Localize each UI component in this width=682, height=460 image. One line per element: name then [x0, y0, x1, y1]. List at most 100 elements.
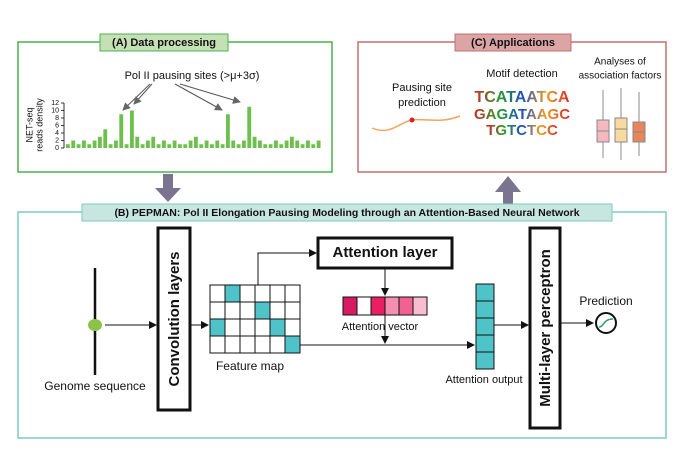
panel-a-title-box — [99, 33, 229, 52]
bar — [167, 144, 172, 148]
feature-cell — [209, 335, 226, 354]
feature-cell — [254, 318, 271, 337]
bar — [204, 140, 209, 148]
feature-cell — [284, 318, 301, 337]
feature-cell — [209, 301, 226, 320]
y-tick-label: 8 — [55, 115, 59, 122]
attention-label: Attention layer — [332, 244, 437, 261]
feature-cell — [239, 301, 256, 320]
attention-output — [475, 283, 495, 370]
bar — [210, 144, 214, 148]
up-arrow — [495, 176, 521, 206]
app-label: association factors — [579, 71, 662, 82]
bar — [188, 140, 193, 148]
feature-cell — [284, 301, 301, 320]
attention-vector-label: Attention vector — [342, 321, 419, 333]
bar — [247, 106, 252, 148]
bar — [183, 144, 188, 148]
bar — [92, 140, 97, 148]
attention-box — [316, 236, 454, 270]
bar — [178, 144, 182, 148]
feature-cell — [224, 335, 241, 354]
feature-map-label: Feature map — [216, 359, 284, 373]
feature-cell — [269, 301, 286, 320]
feature-cell — [269, 318, 286, 337]
y-tick-label: 2 — [55, 137, 59, 144]
bar — [226, 114, 230, 148]
panel-a-title: (A) Data processing — [112, 37, 216, 49]
mlp-label: Multi-layer perceptron — [537, 249, 554, 407]
sigmoid — [598, 318, 614, 328]
motif-logo: GAGATAAGC — [474, 106, 570, 123]
y-tick-label: 6 — [55, 122, 59, 129]
bar — [119, 114, 124, 148]
feature-cell — [209, 284, 226, 303]
bar — [295, 140, 300, 148]
feature-cell — [284, 335, 301, 354]
conv-label: Convolution layers — [166, 251, 183, 386]
bar — [279, 144, 284, 148]
bar — [130, 110, 134, 148]
prediction-curve — [371, 115, 461, 132]
app-label: prediction — [398, 97, 446, 109]
y-label: reads density — [34, 98, 44, 152]
y-tick-label: 0 — [55, 145, 59, 152]
annotation: Pol II pausing sites (>μ+3σ) — [125, 70, 260, 82]
bar — [311, 144, 316, 148]
mlp-box — [528, 226, 562, 430]
feature-cell — [254, 284, 271, 303]
feature-cell — [224, 318, 241, 337]
bar — [162, 140, 166, 148]
input-label: Genome sequence — [44, 379, 146, 393]
conv-box — [156, 226, 192, 412]
bar — [82, 140, 86, 148]
boxplots — [596, 88, 646, 160]
bar — [306, 140, 310, 148]
y-tick-label: 4 — [55, 130, 59, 137]
bar — [268, 144, 273, 148]
feature-map — [209, 284, 301, 354]
bar — [194, 136, 198, 148]
bar — [290, 136, 294, 148]
feature-cell — [254, 301, 271, 320]
feature-cell — [269, 335, 286, 354]
bar — [300, 144, 305, 148]
app-label: Analyses of — [594, 57, 646, 68]
bar — [263, 144, 268, 148]
bar — [316, 140, 321, 148]
bar — [135, 136, 140, 148]
sigmoid-node — [595, 312, 617, 334]
attention-output-label: Attention output — [445, 374, 522, 386]
bar — [284, 140, 289, 148]
bar — [156, 144, 161, 148]
panel-c-title-box — [454, 33, 572, 52]
down-arrow — [155, 174, 181, 202]
pause-site — [409, 117, 415, 123]
feature-cell — [224, 301, 241, 320]
bar — [242, 140, 246, 148]
bar — [66, 144, 70, 148]
y-tick-label: 10 — [51, 107, 59, 114]
bar — [172, 140, 177, 148]
bar — [76, 144, 81, 148]
bar — [274, 140, 278, 148]
feature-cell — [254, 335, 271, 354]
bar — [215, 140, 220, 148]
motif-logo: TGTCTCC — [486, 122, 558, 139]
bar — [71, 140, 76, 148]
bar — [199, 144, 204, 148]
app-label: Motif detection — [486, 68, 558, 80]
bar — [151, 136, 156, 148]
bar — [87, 144, 92, 148]
bar — [258, 140, 262, 148]
feature-cell — [209, 318, 226, 337]
arrow — [257, 249, 317, 285]
panel-a-frame — [17, 41, 333, 173]
bar — [98, 136, 102, 148]
pause-arrows — [122, 83, 241, 111]
bar — [220, 144, 225, 148]
bar — [114, 140, 118, 148]
y-tick-label: 12 — [51, 100, 59, 107]
bar — [140, 144, 145, 148]
bar — [231, 140, 236, 148]
